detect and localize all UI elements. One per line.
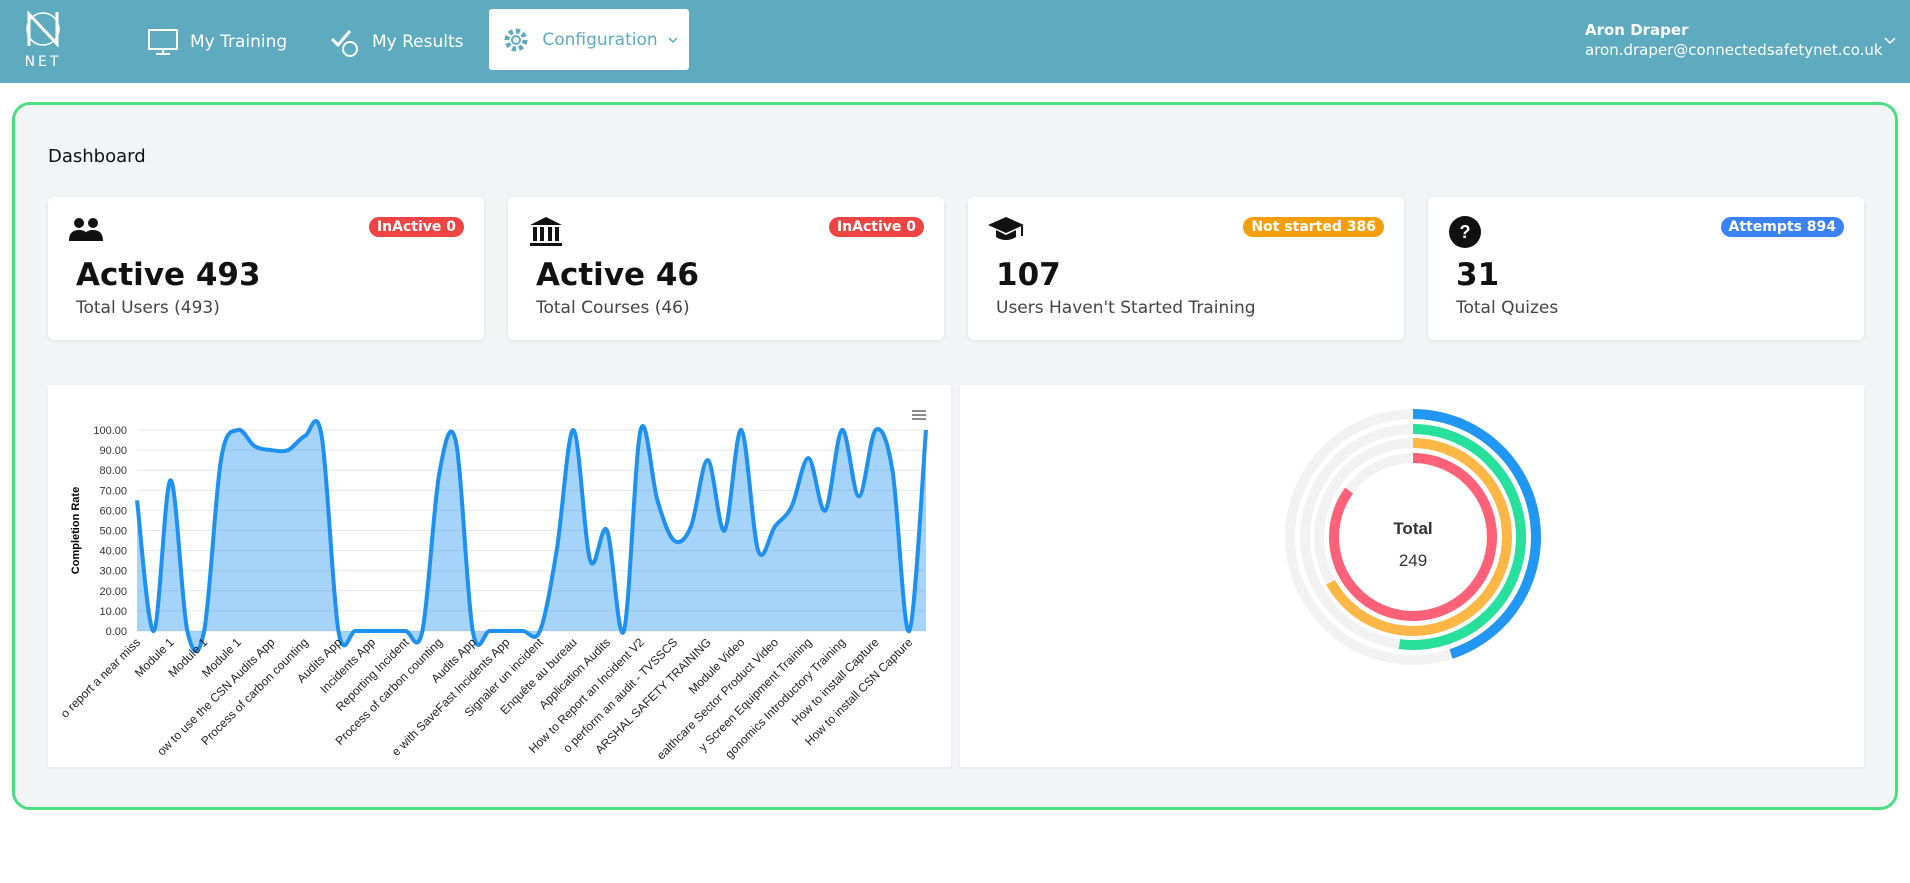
area-line (135, 419, 928, 654)
icon (330, 29, 358, 57)
chart-menu[interactable] (912, 410, 926, 420)
y-tick-label: 10.00 (99, 606, 127, 618)
card-subtitle: Total Courses (46) (536, 298, 690, 318)
area-fill (137, 421, 926, 652)
card-badge: Not started 386 (1243, 217, 1384, 237)
user-menu[interactable]: Aron Draper aron.draper@connectedsafetyn… (1585, 20, 1883, 60)
card-subtitle: Users Haven't Started Training (996, 298, 1256, 318)
card-title: 31 (1456, 257, 1500, 293)
y-axis-title: Completion Rate (70, 487, 82, 574)
ring-bar (1326, 438, 1512, 636)
logo[interactable]: NET (22, 8, 64, 70)
logo-mark (26, 10, 60, 48)
ring-bar (1412, 409, 1541, 659)
nav-item[interactable]: My Results (328, 0, 464, 83)
logo-text: NET (24, 54, 62, 70)
card-title: Active 493 (76, 257, 261, 293)
card-badge: InActive 0 (828, 217, 924, 237)
user-name: Aron Draper (1585, 21, 1689, 39)
x-tick-label: o report a near miss (58, 635, 143, 720)
area-chart: 0.00 10.00 20.00 30.00 40.00 50.00 60.00 70.00 8… (58, 410, 928, 762)
card-icon: ? (1449, 216, 1481, 248)
card-icon (69, 218, 103, 241)
ring-bar (1329, 453, 1497, 621)
chevron (668, 36, 678, 43)
y-tick-label: 60.00 (99, 505, 127, 517)
y-tick-label: 30.00 (99, 566, 127, 578)
card-subtitle: Total Users (493) (76, 298, 220, 318)
y-tick-label: 0.00 (106, 626, 127, 638)
stat-card: ? Attempts 894 31 Total Quizes (1428, 197, 1864, 340)
card-title: Active 46 (536, 257, 699, 293)
nav-dropdown[interactable]: Configuration (489, 9, 689, 70)
navbar: NET My Training My Results Configuration… (0, 0, 1910, 83)
nav-label: My Results (372, 31, 464, 52)
card-subtitle: Total Quizes (1456, 298, 1559, 318)
page-title: Dashboard (48, 146, 146, 167)
user-email: aron.draper@connectedsafetynet.co.uk (1585, 41, 1883, 59)
y-tick-label: 40.00 (99, 546, 127, 558)
nav-item[interactable]: My Training (146, 0, 287, 83)
chart-panel: 0.00 10.00 20.00 30.00 40.00 50.00 60.00 70.00 8… (48, 385, 951, 767)
total-value: 249 (1399, 551, 1427, 570)
stat-card: InActive 0 Active 493 Total Users (493) (48, 197, 484, 340)
ring-bar (1398, 424, 1526, 650)
card-icon (530, 217, 562, 246)
y-tick-label: 50.00 (99, 526, 127, 538)
card-badge: InActive 0 (368, 217, 464, 237)
nav-label: My Training (190, 31, 288, 52)
icon (148, 28, 178, 55)
chart-panel: Total 249 (960, 385, 1864, 767)
stat-card: InActive 0 Active 46 Total Courses (46) (508, 197, 944, 340)
icon (504, 28, 528, 51)
y-tick-label: 20.00 (99, 586, 127, 598)
nav-label: Configuration (542, 29, 658, 50)
radial-chart: Total 249 (1285, 409, 1541, 665)
svg-text:?: ? (1460, 222, 1471, 242)
user-chevron[interactable] (1884, 36, 1896, 46)
y-tick-label: 100.00 (93, 425, 127, 437)
stat-card: Not started 386 107 Users Haven't Starte… (968, 197, 1404, 340)
y-tick-label: 80.00 (99, 465, 127, 477)
card-badge: Attempts 894 (1720, 217, 1844, 237)
y-tick-label: 70.00 (99, 485, 127, 497)
total-label: Total (1393, 519, 1432, 538)
y-tick-label: 90.00 (99, 445, 127, 457)
card-title: 107 (996, 257, 1061, 293)
card-icon (988, 217, 1024, 240)
